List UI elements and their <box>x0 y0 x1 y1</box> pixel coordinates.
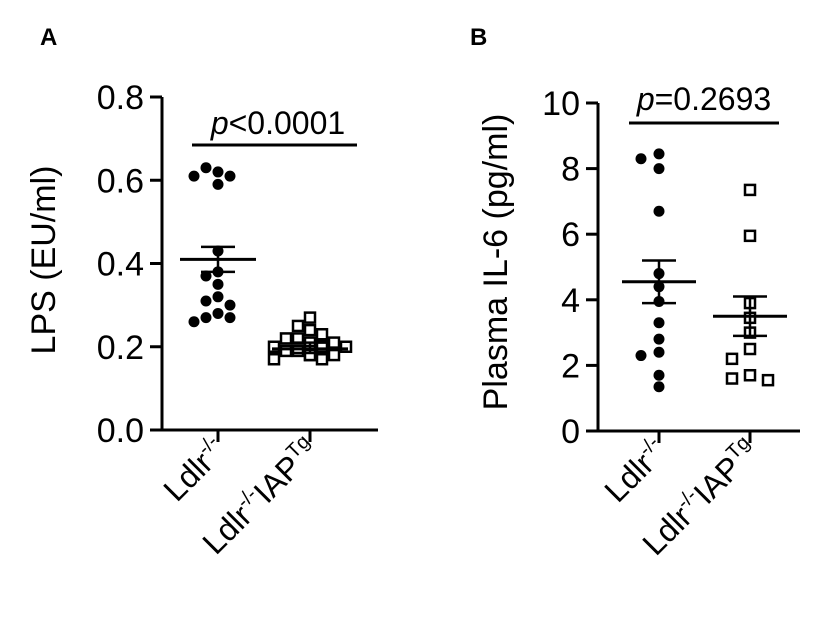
panel-a-data-point <box>291 344 305 358</box>
panel-b-data-point <box>653 369 665 381</box>
panel-b-y-tick-label: 10 <box>542 85 580 123</box>
panel-a-data-point <box>200 295 212 307</box>
panel-b-y-ticks: 0 2 4 6 8 10 <box>542 85 598 451</box>
panel-b-y-tick-label: 4 <box>561 282 580 320</box>
panel-b-data-point <box>743 183 757 197</box>
panel-a-y-tick-label: 0.8 <box>97 79 144 117</box>
panel-b-y-tick-label: 0 <box>561 413 580 451</box>
panel-a-data-point <box>291 319 305 333</box>
panel-a-data-point <box>188 170 200 182</box>
panel-b-x-ticks <box>657 431 752 443</box>
panel-b-data-point <box>761 373 775 387</box>
panel-a-label: A <box>40 24 57 51</box>
panel-b-y-tick-label: 6 <box>561 216 580 254</box>
panel-a-data-point <box>188 316 200 328</box>
panel-a-data-point <box>327 336 341 349</box>
panel-b-data-point <box>635 153 647 165</box>
panel-b: B Plasma IL-6 (pg/ml) 0 2 4 6 8 10 p=0.2693 L… <box>470 24 800 562</box>
panel-a-y-axis-label: LPS (EU/ml) <box>25 166 63 355</box>
panel-a-data-point <box>267 352 281 366</box>
panel-a-y-tick-label: 0.4 <box>97 246 144 284</box>
panel-a-points <box>188 162 353 366</box>
panel-b-data-point <box>653 148 665 160</box>
panel-a-data-point <box>279 344 293 358</box>
panel-b-y-tick-label: 2 <box>561 347 580 385</box>
panel-a-data-point <box>315 352 329 366</box>
panel-b-category-label: Ldlr-/- <box>597 432 674 509</box>
panel-b-data-point <box>653 317 665 329</box>
panel-a-category-label: Ldlr-/- <box>156 431 233 508</box>
panel-a-data-point <box>212 278 224 290</box>
panel-a-y-tick-label: 0.0 <box>97 412 144 450</box>
panel-a-data-point <box>303 323 317 337</box>
panel-a-data-point <box>279 332 293 345</box>
panel-a-data-point <box>224 299 236 311</box>
panel-b-y-axis-label: Plasma IL-6 (pg/ml) <box>477 114 515 411</box>
panel-a-data-point <box>200 162 212 174</box>
panel-a-y-tick-label: 0.6 <box>97 162 144 200</box>
panel-b-data-point <box>725 372 739 385</box>
panel-a-data-point <box>212 166 224 178</box>
panel-a-x-ticks <box>216 430 312 442</box>
panel-b-data-point <box>725 352 739 366</box>
panel-a-data-point <box>200 312 212 324</box>
panel-a-data-point <box>327 348 341 362</box>
panel-a-data-point <box>212 307 224 319</box>
panel-a-data-point <box>212 291 224 303</box>
panel-b-label: B <box>470 24 487 51</box>
panel-b-data-point <box>653 346 665 358</box>
panel-b-data-point <box>653 333 665 345</box>
panel-b-data-point <box>743 368 757 382</box>
panel-a-data-point <box>224 170 236 182</box>
panel-b-category-labels: Ldlr-/-Ldlr-/-IAPTg <box>597 432 754 562</box>
panel-b-data-point <box>635 350 647 362</box>
panel-b-mean-sem <box>622 259 787 338</box>
panel-a: A LPS (EU/ml) 0.0 0.2 0.4 0.6 0.8 p<0.0001 L… <box>25 24 378 561</box>
panel-b-p-value: p=0.2693 <box>636 81 771 117</box>
panel-b-significance: p=0.2693 <box>629 81 779 125</box>
panel-a-data-point <box>315 328 329 341</box>
panel-b-data-point <box>743 229 757 243</box>
panel-a-mean-sem <box>180 245 348 355</box>
panel-a-data-point <box>339 340 353 353</box>
panel-b-points <box>635 148 775 393</box>
panel-a-significance: p<0.0001 <box>192 105 357 147</box>
panel-a-data-point <box>303 311 317 324</box>
panel-a-y-tick-label: 0.2 <box>97 329 144 367</box>
panel-b-data-point <box>653 381 665 393</box>
panel-a-category-labels: Ldlr-/-Ldlr-/-IAPTg <box>156 431 314 561</box>
panel-b-data-point <box>743 342 757 356</box>
panel-a-p-value: p<0.0001 <box>210 105 345 141</box>
panel-a-data-point <box>200 270 212 282</box>
panel-a-data-point <box>212 178 224 190</box>
panel-b-y-tick-label: 8 <box>561 151 580 189</box>
panel-a-data-point <box>224 312 236 324</box>
panel-b-data-point <box>653 163 665 175</box>
panel-a-data-point <box>267 340 281 353</box>
panel-a-y-ticks: 0.0 0.2 0.4 0.6 0.8 <box>97 79 162 450</box>
panel-b-data-point <box>653 205 665 217</box>
